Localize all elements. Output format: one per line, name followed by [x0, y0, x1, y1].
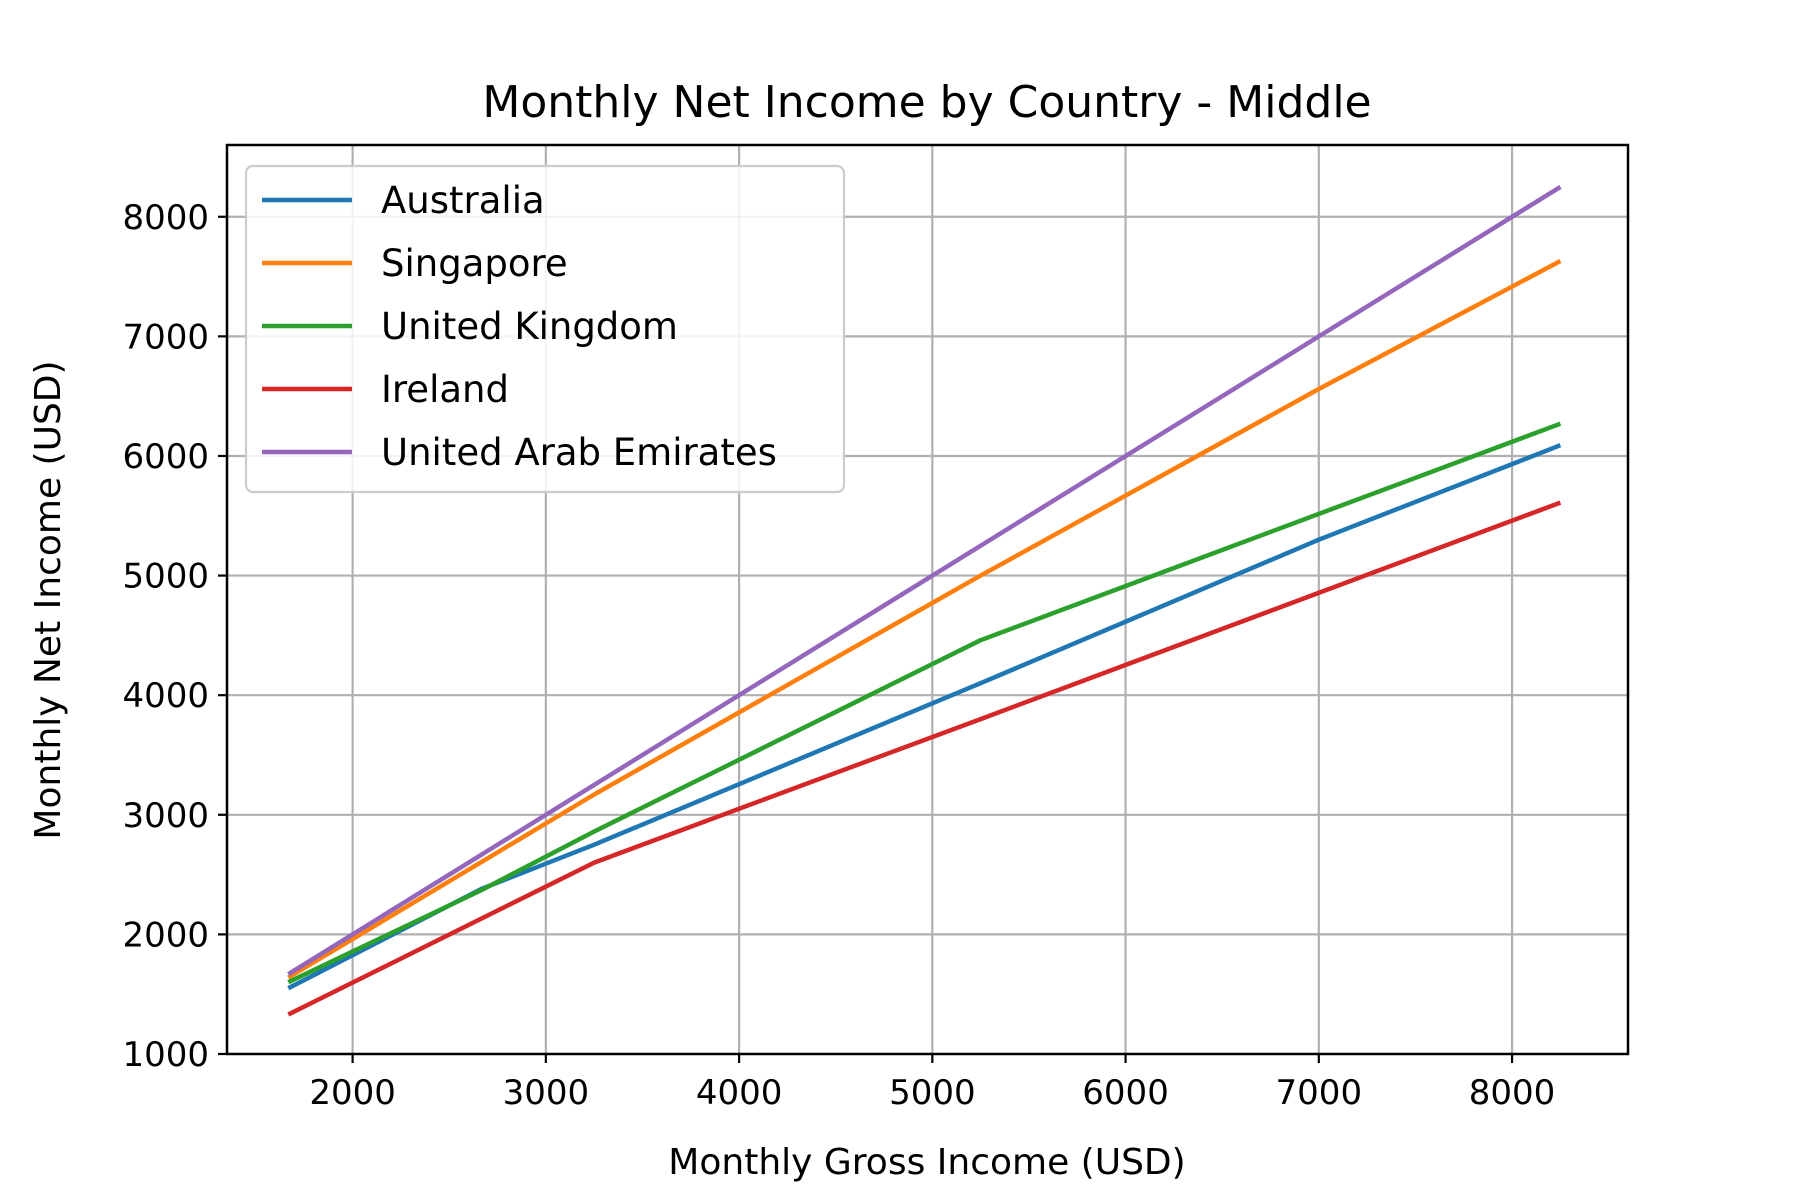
legend-box [244, 164, 846, 494]
y-tick-label: 8000 [122, 198, 209, 238]
series-line-united-kingdom [287, 421, 1562, 985]
legend-label-ireland: Ireland [381, 368, 509, 411]
y-tick-label: 2000 [122, 915, 209, 955]
x-tick-label: 7000 [1276, 1073, 1363, 1113]
chart-title: Monthly Net Income by Country - Middle [482, 77, 1371, 128]
axis-ticks: 2000 3000 4000 5000 6000 7000 8000 1000 2000 3000… [122, 198, 1555, 1113]
legend-label-australia: Australia [381, 179, 545, 222]
plot-area-frame [225, 143, 1630, 1056]
y-tick-label: 7000 [122, 317, 209, 357]
x-tick-label: 8000 [1469, 1073, 1556, 1113]
series-line-singapore [287, 259, 1562, 980]
series-line-united-arab-emirates [287, 184, 1562, 977]
y-tick-label: 5000 [122, 557, 209, 597]
legend-entries: Australia Singapore United Kingdom Ireland U… [262, 179, 777, 474]
legend-label-united-arab-emirates: United Arab Emirates [381, 431, 777, 474]
x-tick-label: 6000 [1082, 1073, 1169, 1113]
y-axis-label: Monthly Net Income (USD) [28, 360, 69, 839]
y-tick-label: 4000 [122, 676, 209, 716]
x-tick-label: 2000 [309, 1073, 396, 1113]
y-tick-label: 6000 [122, 437, 209, 477]
legend-label-singapore: Singapore [381, 242, 568, 285]
series-line-australia [287, 443, 1562, 991]
series-line-ireland [287, 500, 1562, 1017]
x-tick-label: 4000 [696, 1073, 783, 1113]
y-tick-label: 3000 [122, 796, 209, 836]
x-tick-label: 3000 [503, 1073, 590, 1113]
legend-label-united-kingdom: United Kingdom [381, 305, 678, 348]
x-axis-label: Monthly Gross Income (USD) [668, 1142, 1185, 1183]
series-lines [287, 184, 1562, 1017]
legend: Australia Singapore United Kingdom Ireland U… [244, 164, 846, 494]
y-tick-label: 1000 [122, 1035, 209, 1075]
x-tick-label: 5000 [889, 1073, 976, 1113]
